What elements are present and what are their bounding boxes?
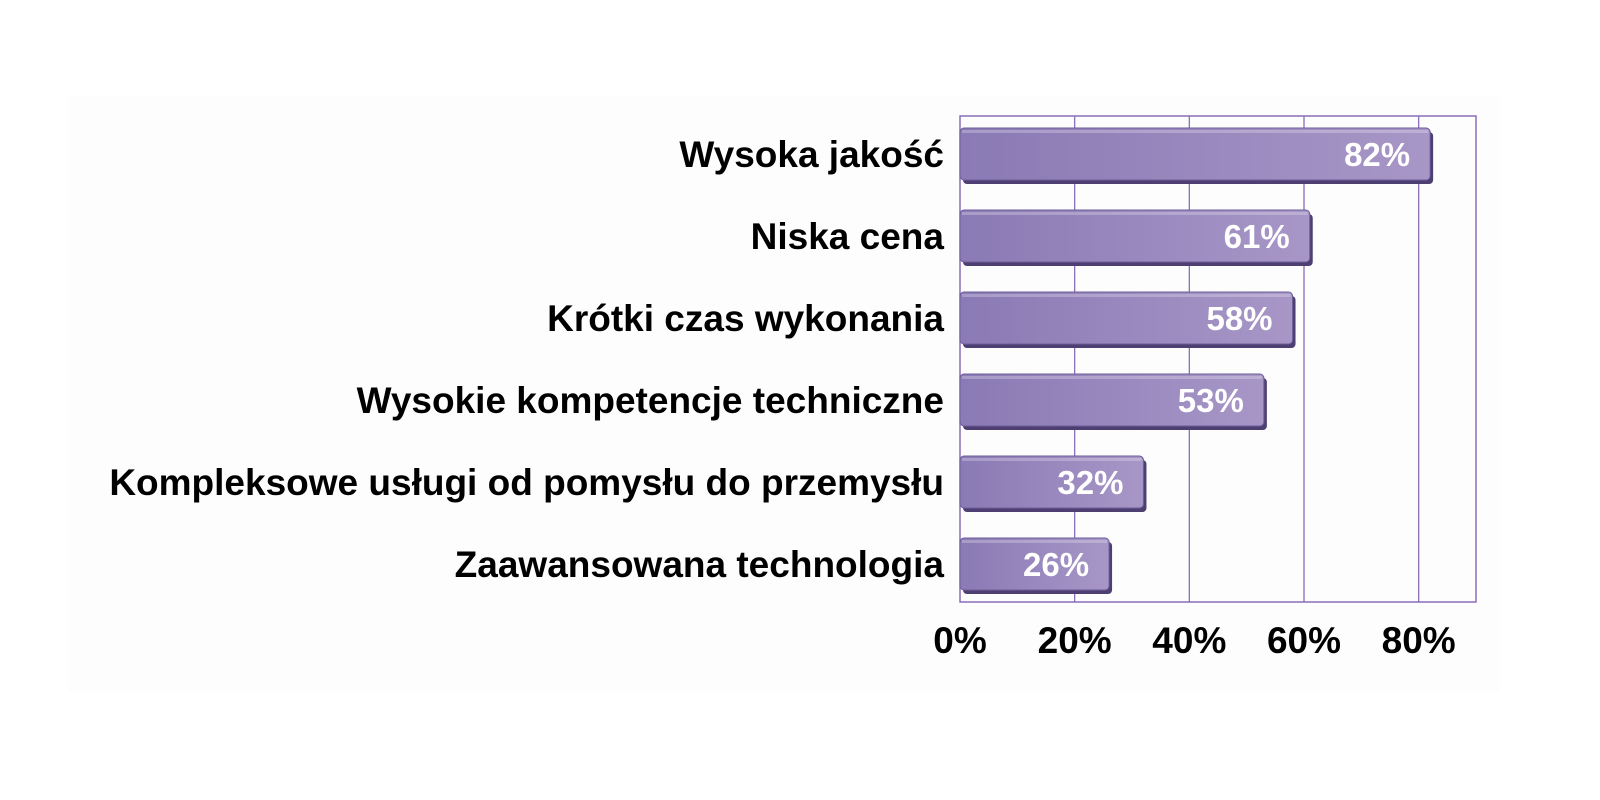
category-label: Niska cena <box>751 216 945 257</box>
x-axis-tick-labels: 0% 20% 40% 60% 80% <box>933 620 1455 661</box>
bar <box>959 373 1265 427</box>
category-label: Krótki czas wykonania <box>547 298 944 339</box>
bars <box>959 127 1434 594</box>
data-label: 82% <box>1344 136 1410 173</box>
data-label: 58% <box>1206 300 1272 337</box>
bar-highlight <box>962 130 1429 133</box>
bar <box>959 209 1311 263</box>
x-tick-label: 60% <box>1267 620 1341 661</box>
data-label: 53% <box>1178 382 1244 419</box>
bar-highlight <box>962 540 1108 543</box>
bar-group <box>959 291 1296 348</box>
bar-group <box>959 373 1267 430</box>
x-tick-label: 0% <box>933 620 986 661</box>
bar-group <box>959 455 1147 512</box>
bar <box>959 291 1294 345</box>
data-label: 26% <box>1023 546 1089 583</box>
bar-group <box>959 209 1313 266</box>
data-label: 32% <box>1057 464 1123 501</box>
bar-group <box>959 537 1113 594</box>
bar <box>959 537 1110 591</box>
category-label: Wysoka jakość <box>679 134 944 175</box>
category-labels: Wysoka jakość Niska cena Krótki czas wykon… <box>109 134 944 585</box>
x-tick-label: 20% <box>1038 620 1112 661</box>
bar-highlight <box>962 376 1262 379</box>
bar-highlight <box>962 458 1142 461</box>
x-tick-label: 80% <box>1382 620 1456 661</box>
x-tick-label: 40% <box>1152 620 1226 661</box>
bar <box>959 127 1431 181</box>
bar-highlight <box>962 294 1291 297</box>
gridlines <box>959 115 1477 603</box>
bar-group <box>959 127 1434 184</box>
category-label: Wysokie kompetencje techniczne <box>357 380 944 421</box>
plot-area-frame <box>959 115 1477 603</box>
data-label: 61% <box>1224 218 1290 255</box>
bar <box>959 455 1144 509</box>
data-labels: 82% 61% 58% 53% 32% 26% <box>1023 136 1410 583</box>
category-label: Kompleksowe usługi od pomysłu do przemys… <box>109 462 944 503</box>
bar-highlight <box>962 212 1308 215</box>
category-label: Zaawansowana technologia <box>455 544 945 585</box>
